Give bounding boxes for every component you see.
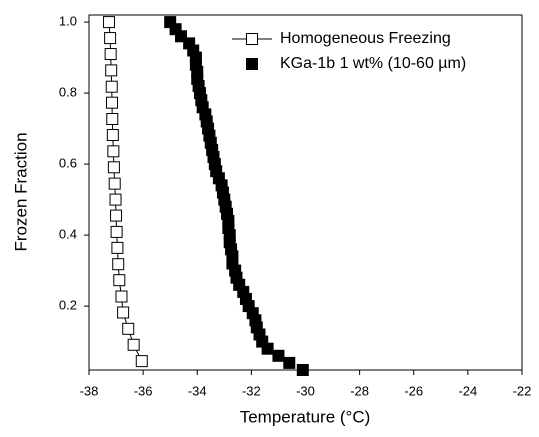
point	[110, 209, 123, 222]
point	[106, 96, 119, 109]
legend-label: KGa-1b 1 wt% (10-60 µm)	[280, 55, 466, 72]
x-tick-label: -34	[188, 383, 207, 398]
x-tick-label: -32	[242, 383, 261, 398]
y-tick-label: 0.4	[59, 227, 77, 242]
x-tick-label: -28	[350, 383, 369, 398]
point	[135, 355, 148, 368]
y-tick-label: 1.0	[59, 14, 77, 29]
legend-label: Homogeneous Freezing	[280, 30, 451, 47]
point	[175, 30, 188, 43]
y-tick-label: 0.6	[59, 156, 77, 171]
point	[110, 225, 123, 238]
x-tick-label: -24	[458, 383, 477, 398]
point	[106, 113, 119, 126]
point	[104, 48, 117, 61]
series-line	[108, 22, 143, 362]
point	[105, 64, 118, 77]
y-tick-label: 0.2	[59, 298, 77, 313]
y-tick-label: 0.8	[59, 85, 77, 100]
point	[111, 241, 124, 254]
point	[122, 322, 135, 335]
x-axis-label: Temperature (°C)	[240, 407, 371, 426]
point	[107, 161, 120, 174]
point	[106, 128, 119, 141]
point	[109, 193, 122, 206]
point	[107, 145, 120, 158]
point	[117, 306, 130, 319]
point	[261, 342, 274, 355]
x-tick-label: -22	[513, 383, 532, 398]
point	[104, 32, 117, 45]
y-axis-label: Frozen Fraction	[11, 132, 30, 251]
point	[272, 349, 285, 362]
x-tick-label: -26	[404, 383, 423, 398]
legend-marker	[246, 33, 258, 45]
point	[127, 338, 140, 351]
point	[113, 274, 126, 287]
legend-marker	[246, 58, 258, 70]
point	[105, 80, 118, 93]
point	[103, 16, 116, 29]
point	[112, 258, 125, 271]
x-tick-label: -36	[134, 383, 153, 398]
x-tick-label: -38	[80, 383, 99, 398]
point	[283, 356, 296, 369]
x-tick-label: -30	[296, 383, 315, 398]
point	[108, 177, 121, 190]
point	[296, 364, 309, 376]
point	[115, 290, 128, 303]
